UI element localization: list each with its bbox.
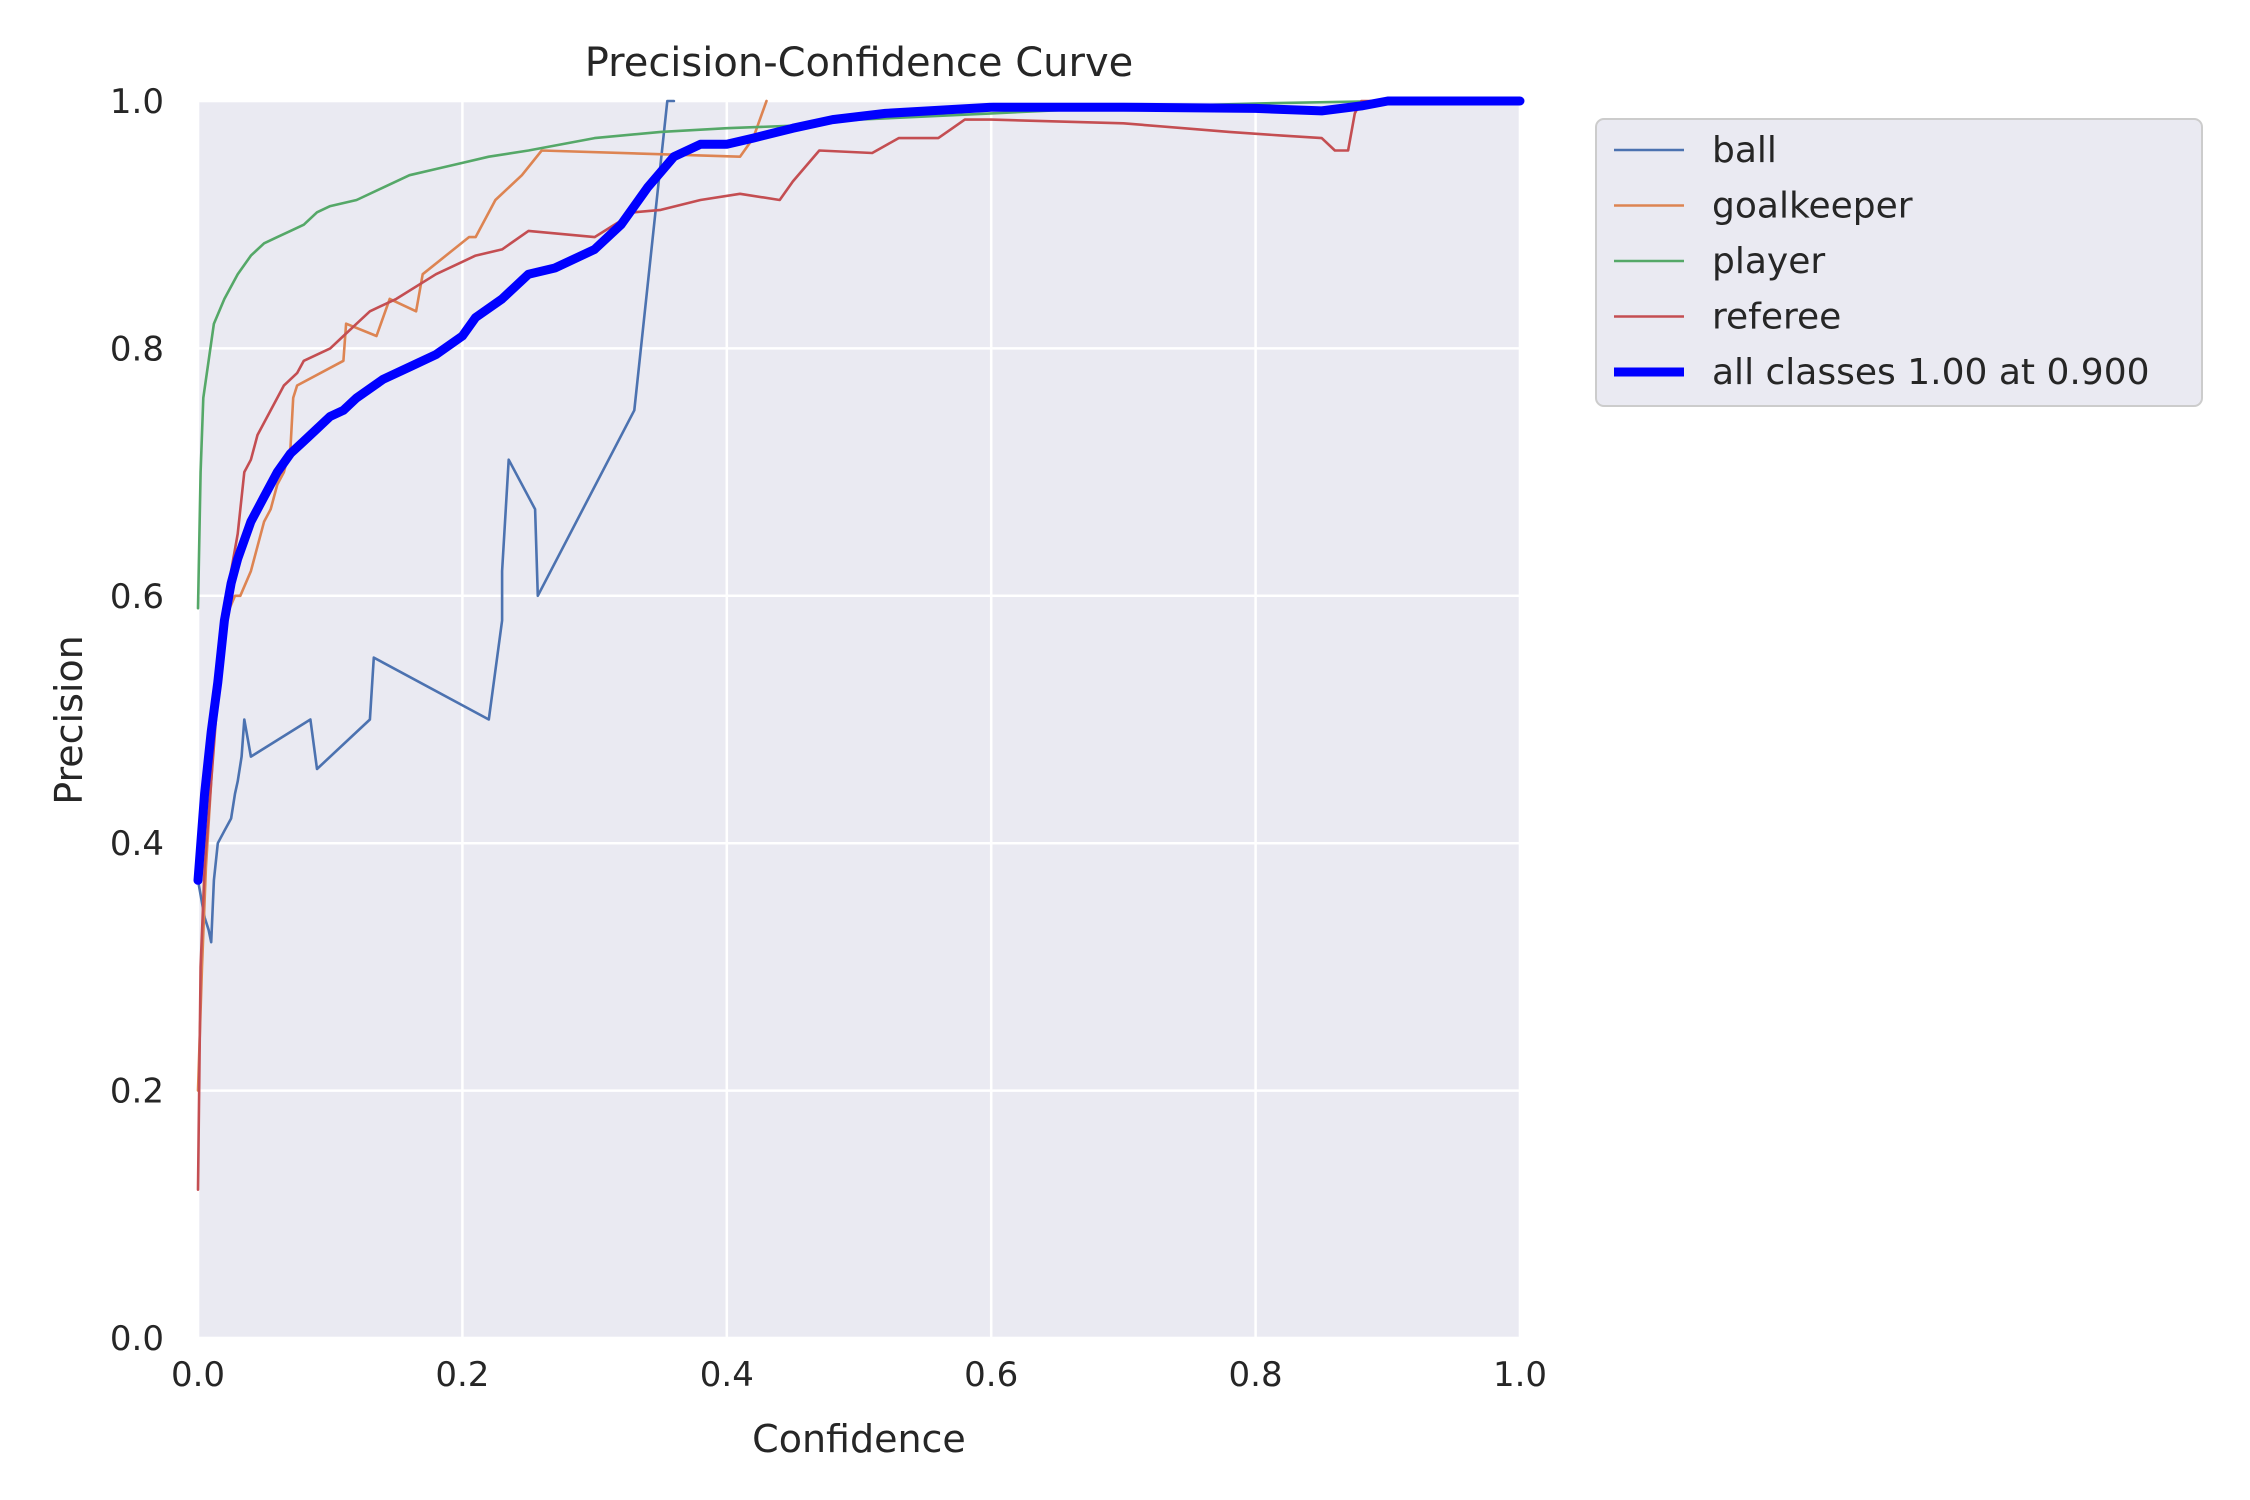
legend-label: goalkeeper xyxy=(1712,186,1913,227)
y-axis-title: Precision xyxy=(47,635,91,805)
x-tick-label: 0.4 xyxy=(700,1355,754,1395)
legend-label: referee xyxy=(1712,297,1841,338)
x-tick-label: 0.0 xyxy=(171,1355,225,1395)
series-lines xyxy=(193,96,1525,1191)
x-tick-label: 1.0 xyxy=(1493,1355,1547,1395)
legend-label: player xyxy=(1712,241,1825,282)
y-tick-label: 1.0 xyxy=(110,82,164,122)
legend-label: ball xyxy=(1712,130,1777,171)
grid-lines xyxy=(196,99,1522,1340)
x-tick-label: 0.8 xyxy=(1229,1355,1283,1395)
legend-box xyxy=(1595,118,2203,407)
chart-title: Precision-Confidence Curve xyxy=(585,40,1134,86)
tick-labels: 0.0 0.2 0.4 0.6 0.8 1.0 0.0 0.2 0.4 0.6 0.8 1.0 xyxy=(110,82,1547,1395)
x-tick-label: 0.2 xyxy=(435,1355,489,1395)
series-line-all xyxy=(193,96,1525,885)
x-tick-label: 0.6 xyxy=(964,1355,1018,1395)
y-tick-label: 0.0 xyxy=(110,1319,164,1359)
series-line-ball xyxy=(196,99,676,944)
legend: ball goalkeeper player referee all classes 1… xyxy=(1595,118,2203,407)
legend-items: ball goalkeeper player referee all classes 1… xyxy=(1614,130,2150,393)
plot-area xyxy=(198,101,1520,1338)
y-tick-label: 0.8 xyxy=(110,329,164,369)
y-tick-label: 0.2 xyxy=(110,1072,164,1112)
y-tick-label: 0.6 xyxy=(110,577,164,617)
legend-label: all classes 1.00 at 0.900 xyxy=(1712,352,2150,393)
x-axis-title: Confidence xyxy=(752,1417,966,1461)
series-line-referee xyxy=(196,99,1522,1191)
y-tick-label: 0.4 xyxy=(110,824,164,864)
